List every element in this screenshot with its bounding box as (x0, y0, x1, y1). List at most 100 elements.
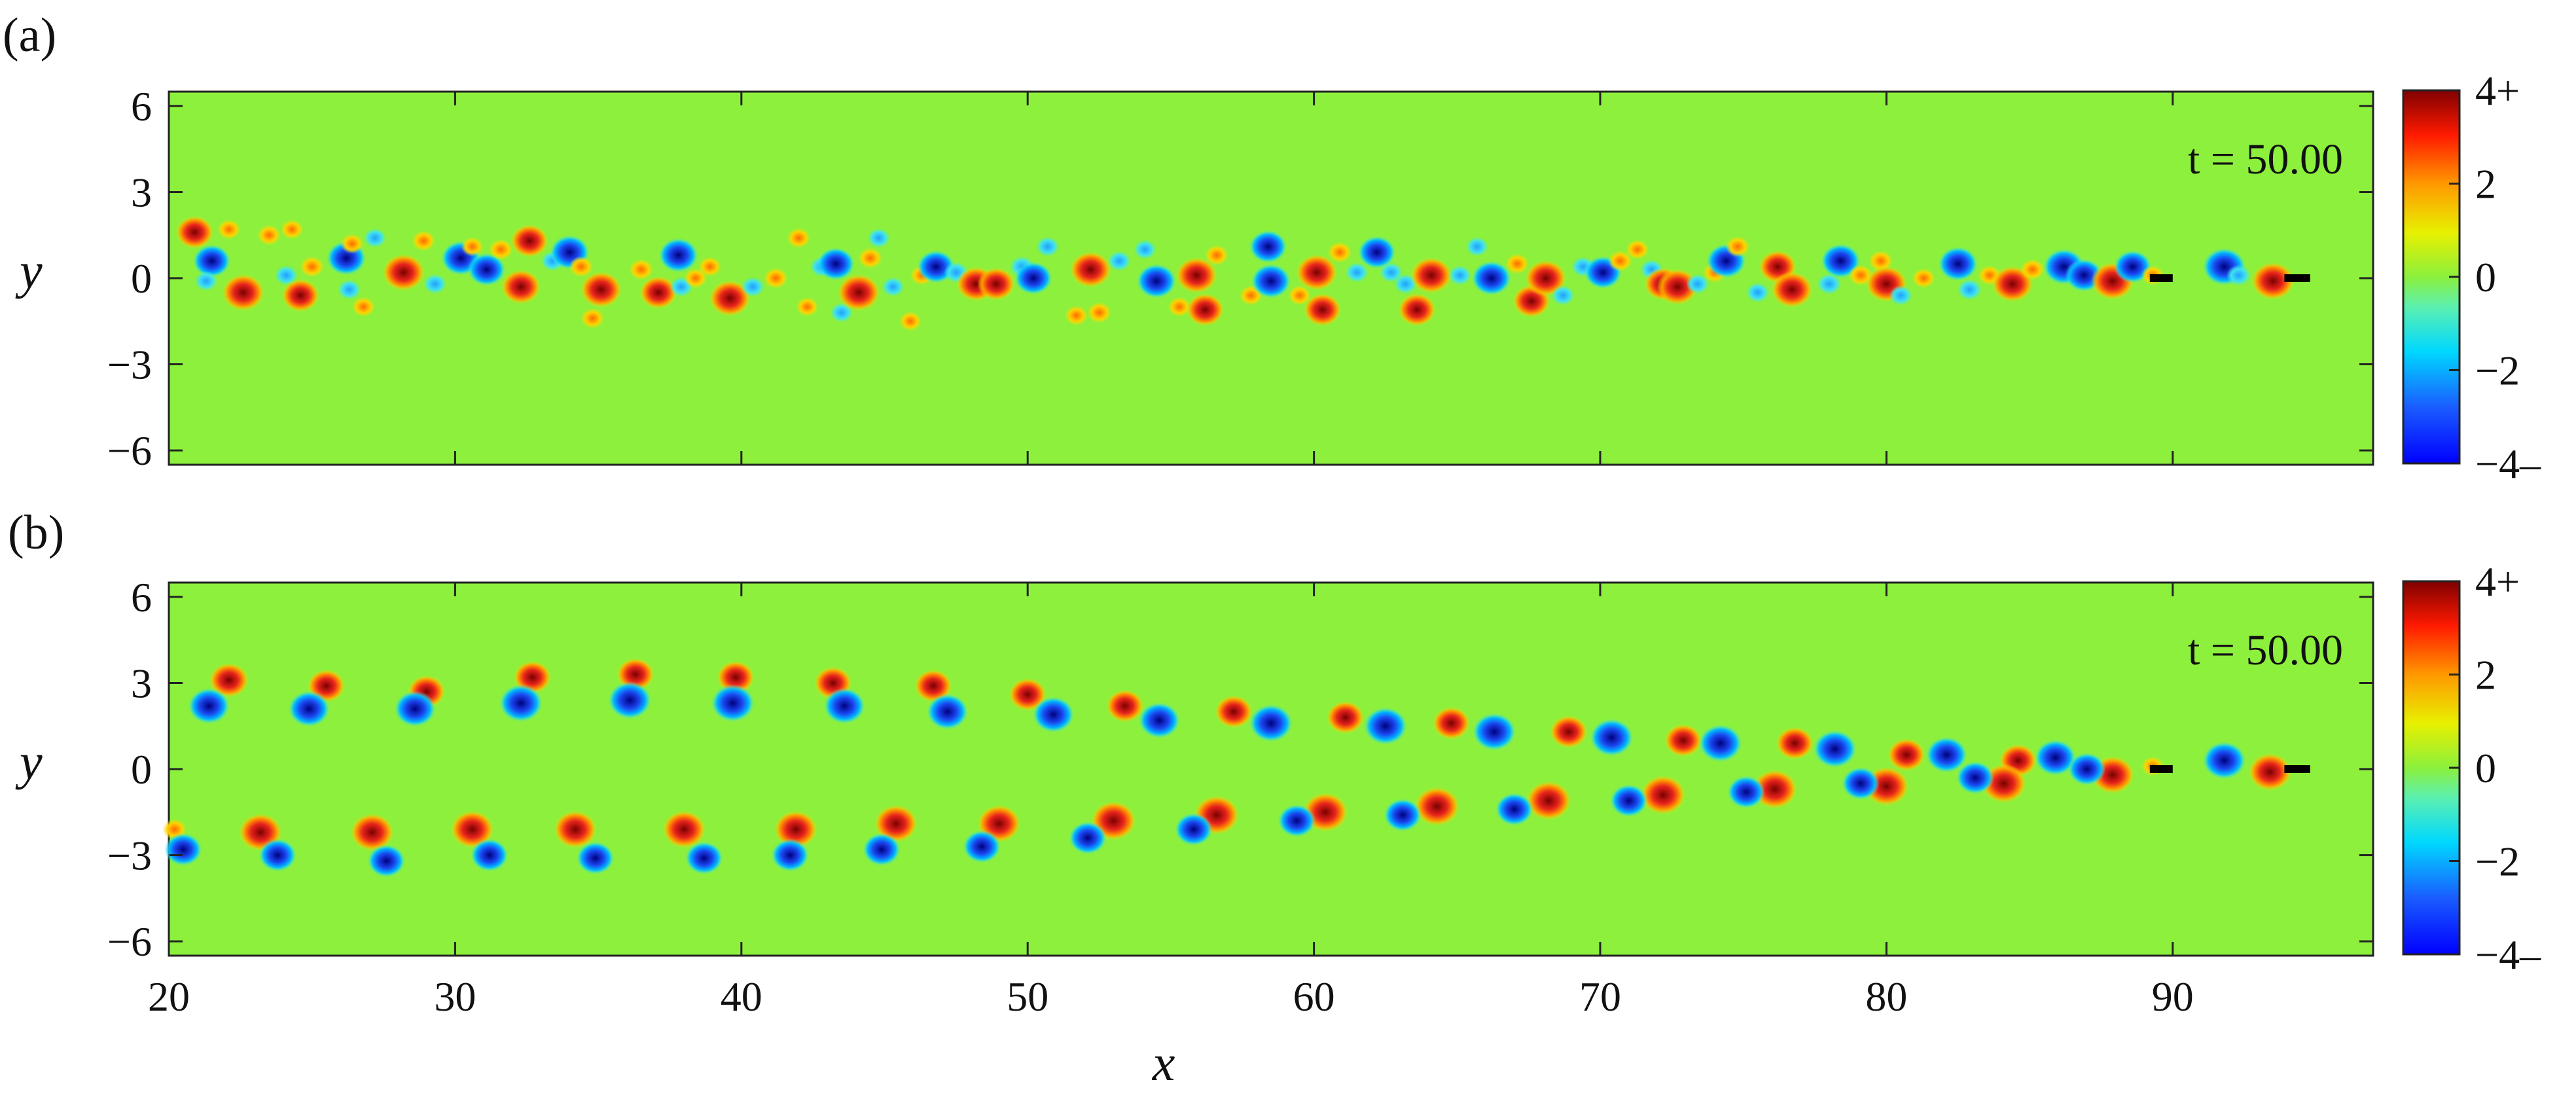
vortex-negative (1036, 236, 1060, 257)
vortex-positive (209, 662, 249, 698)
colorbar-tick-label: −2 (2475, 348, 2520, 394)
vortex-positive (1175, 257, 1217, 293)
vortex-negative (1817, 273, 1842, 295)
vortex-positive (1656, 268, 1698, 305)
y-tick-label: 3 (131, 660, 152, 707)
x-tick-label: 50 (1007, 973, 1048, 1020)
vortex-positive (569, 256, 594, 278)
panel-a-plates (2149, 274, 2310, 282)
vortex-negative (1134, 240, 1156, 260)
vortex-negative (499, 684, 543, 722)
x-tick-label: 90 (2152, 973, 2194, 1020)
vortex-negative (1471, 261, 1511, 296)
vortex-negative (1384, 799, 1422, 832)
vortex-negative (288, 691, 330, 727)
vortex-positive (1065, 305, 1088, 326)
vortex-negative (363, 228, 386, 248)
vortex-positive (899, 312, 921, 331)
vortex-negative (817, 247, 855, 281)
panel-b-colorbar-ticks: 4+ 2 0 −2 −4– (2449, 558, 2541, 978)
panel-a-label: (a) (3, 9, 56, 62)
vortex-negative (963, 830, 1001, 863)
vortex-negative (2227, 264, 2251, 286)
vortex-positive (1626, 240, 1649, 260)
vortex-positive (1009, 678, 1046, 711)
vortex-negative (1345, 262, 1368, 283)
vortex-positive (874, 804, 918, 842)
vortex-positive (662, 810, 706, 848)
vortex-negative (1925, 736, 1967, 773)
vortex-positive (581, 272, 622, 308)
vortex-negative (1957, 279, 1982, 300)
vortex-positive (351, 297, 375, 317)
vortex-positive (763, 268, 788, 289)
vortex-negative (1069, 821, 1107, 855)
vortex-positive (340, 234, 364, 254)
vortex-negative (1136, 264, 1177, 298)
panel-a-time-label: t = 50.00 (2188, 135, 2343, 183)
vortex-negative (1358, 236, 1396, 269)
vortex-positive (796, 297, 819, 317)
vortex-negative (1473, 713, 1516, 751)
vortex-positive (774, 810, 817, 848)
vortex-positive (1771, 272, 1813, 308)
vortex-positive (639, 276, 677, 309)
vortex-positive (2248, 753, 2292, 791)
vortex-negative (367, 844, 406, 878)
vortex-negative (1364, 707, 1407, 745)
vortex-negative (867, 228, 890, 248)
vortex-positive (1304, 293, 1342, 327)
vortex-negative (423, 274, 447, 294)
vortex-negative (771, 838, 809, 872)
vortex-negative (194, 271, 218, 291)
vortex-negative (1727, 776, 1765, 809)
vortex-negative (1249, 704, 1293, 742)
y-tick-label: 0 (131, 746, 152, 793)
vortex-negative (471, 838, 509, 872)
vortex-negative (467, 253, 506, 286)
vortex-negative (2067, 753, 2106, 785)
y-tick-label: −3 (107, 342, 152, 388)
flat-plate (2284, 274, 2310, 282)
vortex-positive (698, 257, 722, 277)
colorbar-tick-label: −4– (2475, 441, 2541, 487)
vortex-negative (338, 279, 361, 300)
vortex-positive (1912, 268, 1935, 289)
vortex-positive (1069, 251, 1111, 288)
vortex-negative (1698, 724, 1742, 763)
panel-b-y-ticks: 6 3 0 −3 −6 (107, 574, 2372, 965)
x-axis-label: x (1152, 1034, 1175, 1091)
vortex-negative (2202, 742, 2246, 780)
vortex-positive (175, 215, 214, 249)
colorbar-tick-label: 0 (2475, 745, 2496, 791)
vortex-negative (1107, 251, 1131, 271)
vortex-positive (1205, 245, 1228, 266)
vortex-positive (257, 225, 281, 245)
vortex-positive (1887, 738, 1925, 772)
vortex-positive (1186, 293, 1225, 327)
vortex-negative (658, 238, 698, 273)
vortex-positive (1526, 781, 1571, 820)
vortex-positive (914, 669, 952, 702)
panel-a-y-axis-label: y (15, 242, 43, 299)
vortex-negative (1249, 230, 1287, 263)
vortex-negative (1686, 274, 1709, 294)
vortex-positive (1288, 285, 1312, 306)
vortex-positive (412, 230, 436, 251)
vortex-positive (2251, 262, 2295, 300)
vortex-negative (259, 838, 296, 872)
vortex-negative (1813, 730, 1857, 768)
vortex-positive (858, 247, 882, 269)
vortex-negative (394, 691, 436, 727)
vortex-positive (281, 279, 319, 312)
vortex-positive (1725, 236, 1750, 257)
y-tick-label: 3 (131, 170, 152, 216)
vortex-positive (510, 225, 548, 257)
vortex-negative (577, 841, 615, 874)
vortex-positive (709, 280, 751, 317)
y-tick-label: 6 (131, 574, 152, 621)
vortex-negative (711, 684, 755, 722)
x-tick-label: 80 (1865, 973, 1907, 1020)
vortex-negative (1448, 265, 1471, 285)
vortex-negative (1610, 784, 1648, 818)
